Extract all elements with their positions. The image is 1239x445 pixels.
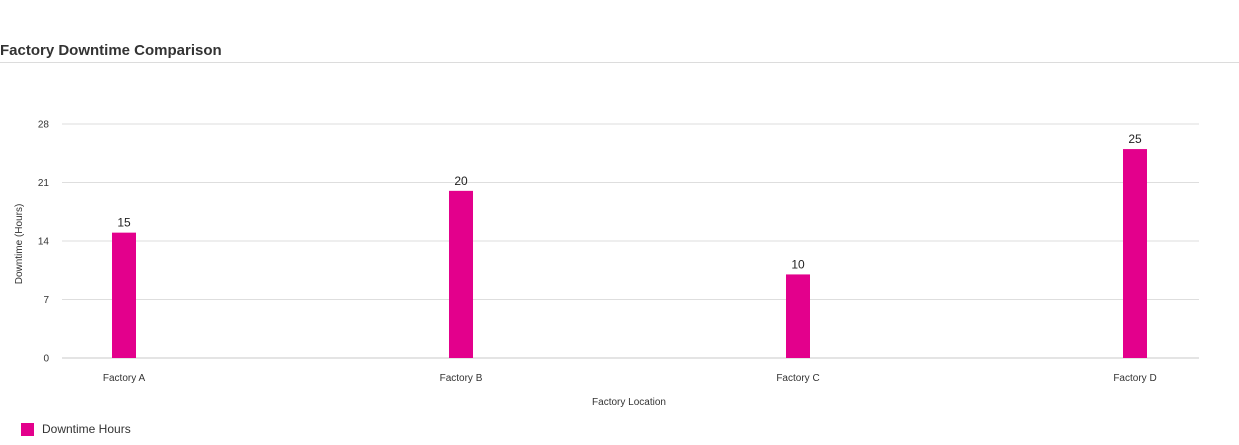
x-tick-label: Factory B <box>440 373 483 384</box>
y-tick-label: 21 <box>38 178 50 189</box>
title-divider <box>0 62 1239 63</box>
data-labels: 15 20 10 25 <box>117 132 1142 271</box>
x-tick-label: Factory A <box>103 373 146 384</box>
y-tick-label: 7 <box>43 295 49 306</box>
bars <box>112 149 1147 358</box>
y-tick-label: 14 <box>38 237 50 248</box>
bar-value-label: 15 <box>117 216 131 230</box>
y-axis-title: Downtime (Hours) <box>14 204 25 285</box>
bar-value-label: 20 <box>454 174 468 188</box>
bar-value-label: 10 <box>791 257 805 271</box>
bar-value-label: 25 <box>1128 132 1142 146</box>
y-tick-label: 28 <box>38 120 50 131</box>
bar[interactable] <box>449 190 473 358</box>
bar[interactable] <box>786 274 810 358</box>
chart-title: Factory Downtime Comparison <box>0 42 222 59</box>
x-axis-ticks: Factory A Factory B Factory C Factory D <box>103 373 1157 384</box>
x-tick-label: Factory D <box>1113 373 1156 384</box>
bar[interactable] <box>1123 149 1147 358</box>
y-axis-ticks: 0 7 14 21 28 <box>38 120 50 365</box>
legend-swatch <box>21 422 34 436</box>
y-tick-label: 0 <box>43 354 49 365</box>
gridlines <box>62 123 1199 359</box>
legend-label: Downtime Hours <box>42 422 131 436</box>
bar[interactable] <box>112 232 136 358</box>
legend: Downtime Hours <box>21 422 131 436</box>
x-axis-title: Factory Location <box>592 397 666 408</box>
x-tick-label: Factory C <box>776 373 819 384</box>
